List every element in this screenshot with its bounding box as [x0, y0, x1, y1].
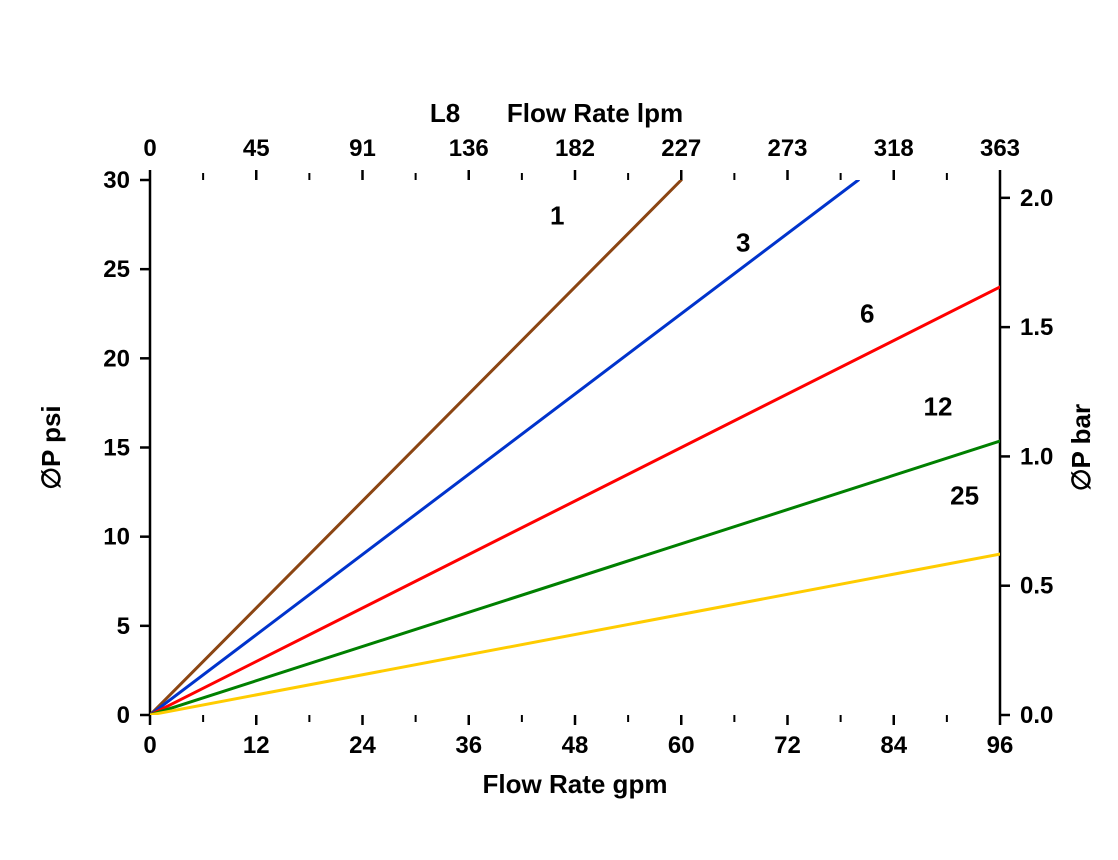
y-left-axis-label: ∅P psi: [36, 405, 66, 489]
x-bottom-tick-label: 60: [668, 732, 695, 759]
series-label-6: 6: [860, 299, 874, 329]
x-top-tick-label: 182: [555, 135, 595, 162]
x-top-tick-label: 136: [449, 135, 489, 162]
x-bottom-tick-label: 72: [774, 732, 801, 759]
y-right-tick-label: 0.0: [1020, 702, 1053, 729]
x-top-tick-label: 273: [767, 135, 807, 162]
x-top-axis-label: Flow Rate lpm: [507, 98, 683, 128]
y-left-tick-label: 0: [117, 702, 130, 729]
x-top-tick-label: 318: [874, 135, 914, 162]
x-bottom-tick-label: 84: [880, 732, 907, 759]
x-top-tick-label: 227: [661, 135, 701, 162]
y-left-tick-label: 15: [103, 435, 130, 462]
x-top-tick-label: 0: [143, 135, 156, 162]
x-bottom-axis-label: Flow Rate gpm: [483, 769, 668, 799]
series-label-12: 12: [924, 391, 953, 421]
y-right-tick-label: 0.5: [1020, 573, 1053, 600]
x-bottom-tick-label: 24: [349, 732, 376, 759]
y-left-tick-label: 10: [103, 524, 130, 551]
y-left-tick-label: 20: [103, 345, 130, 372]
series-label-3: 3: [736, 227, 750, 257]
y-right-tick-label: 1.5: [1020, 314, 1053, 341]
y-right-tick-label: 1.0: [1020, 443, 1053, 470]
x-top-tick-label: 45: [243, 135, 270, 162]
x-top-tick-label: 91: [349, 135, 376, 162]
series-label-1: 1: [550, 201, 564, 231]
y-left-tick-label: 5: [117, 613, 130, 640]
line-chart-svg: 01224364860728496Flow Rate gpm0459113618…: [0, 0, 1118, 860]
chart-title-prefix: L8: [430, 98, 460, 128]
y-right-tick-label: 2.0: [1020, 185, 1053, 212]
x-bottom-tick-label: 12: [243, 732, 270, 759]
x-bottom-tick-label: 96: [987, 732, 1014, 759]
x-bottom-tick-label: 0: [143, 732, 156, 759]
x-bottom-tick-label: 48: [562, 732, 589, 759]
y-right-axis-label: ∅P bar: [1066, 404, 1096, 491]
y-left-tick-label: 30: [103, 167, 130, 194]
y-left-tick-label: 25: [103, 256, 130, 283]
series-line-1: [150, 180, 681, 715]
series-label-25: 25: [950, 481, 979, 511]
chart-container: 01224364860728496Flow Rate gpm0459113618…: [0, 0, 1118, 860]
series-line-3: [150, 180, 858, 715]
x-bottom-tick-label: 36: [455, 732, 482, 759]
x-top-tick-label: 363: [980, 135, 1020, 162]
series-line-6: [150, 287, 1000, 715]
